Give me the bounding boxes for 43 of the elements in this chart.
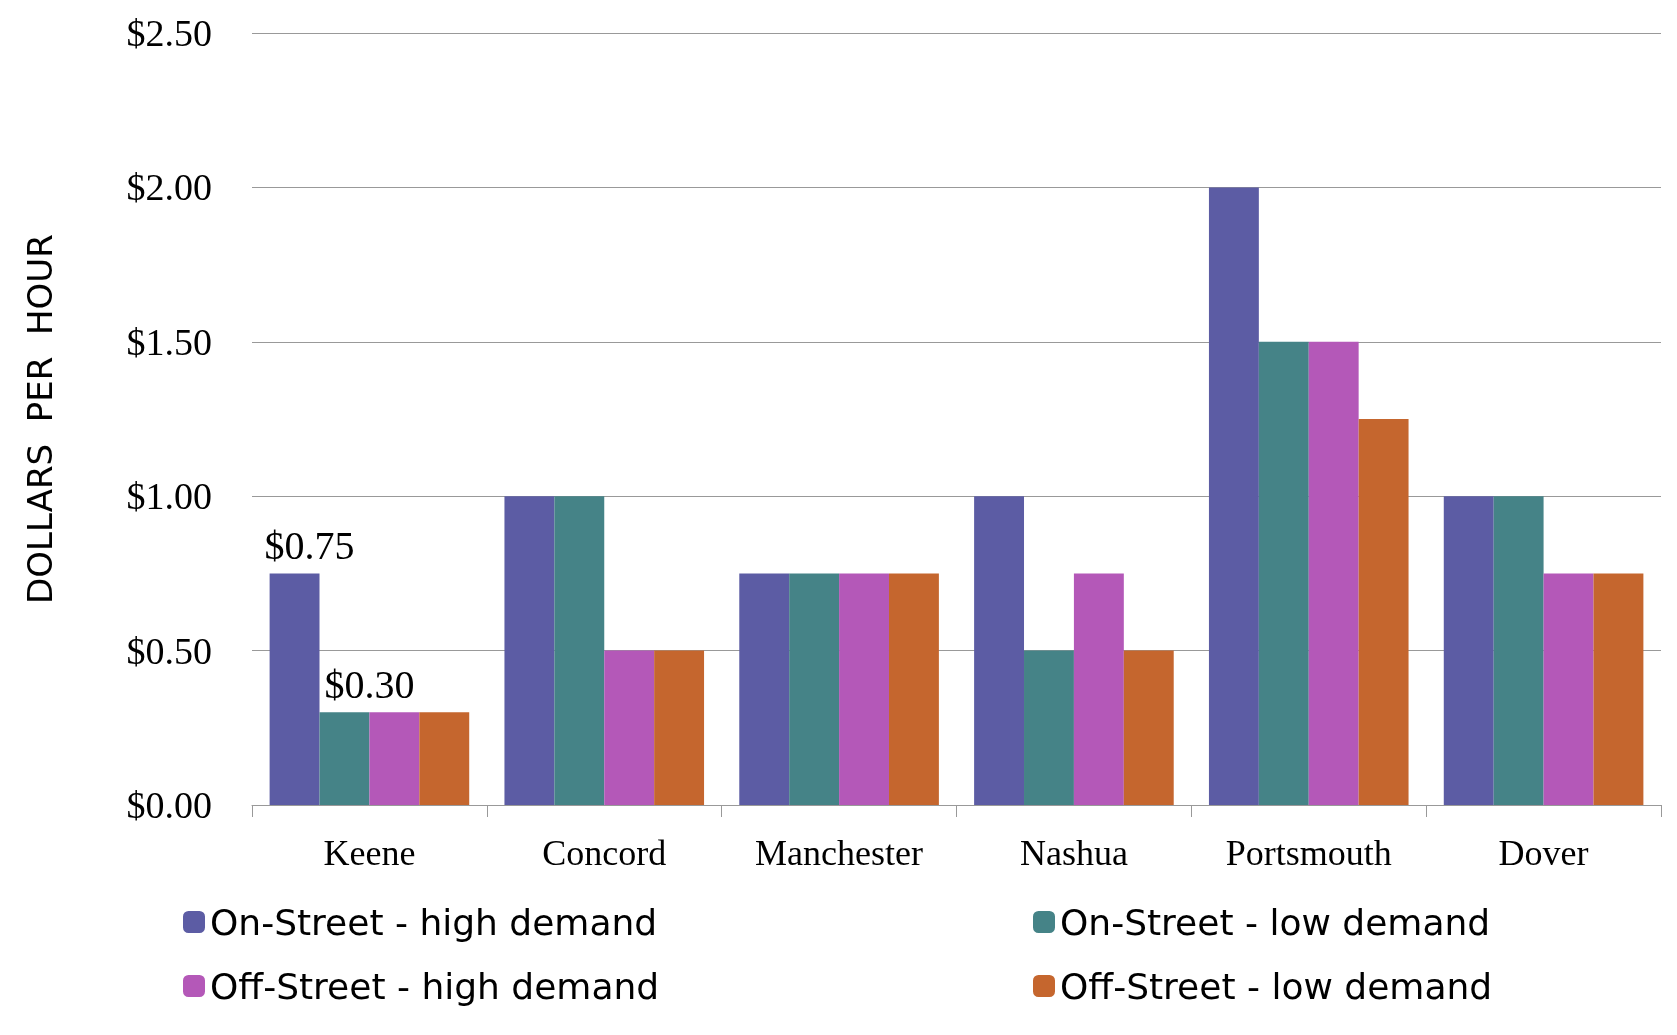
bar xyxy=(1358,419,1409,805)
y-tick-label: $1.00 xyxy=(126,475,212,518)
bar xyxy=(1258,341,1309,805)
legend-label: On-Street - high demand xyxy=(210,901,658,943)
bar xyxy=(654,650,705,805)
x-tick-label: Dover xyxy=(1498,833,1589,873)
legend-label: On-Street - low demand xyxy=(1060,901,1491,943)
bar xyxy=(1208,187,1259,805)
legend-label: Off-Street - high demand xyxy=(210,965,660,1007)
bar xyxy=(1493,496,1544,805)
bar xyxy=(1593,573,1644,805)
bar xyxy=(888,573,939,805)
y-tick-label: $1.50 xyxy=(126,320,212,363)
annotation: $0.30 xyxy=(324,661,415,707)
bar xyxy=(974,496,1025,805)
y-tick-label: $2.50 xyxy=(126,12,212,54)
x-tick-label: Portsmouth xyxy=(1225,833,1392,873)
bar xyxy=(504,496,555,805)
bar xyxy=(1024,650,1074,805)
bar xyxy=(789,573,840,805)
bar xyxy=(1543,573,1594,805)
y-tick-label: $0.50 xyxy=(126,629,212,672)
bar xyxy=(739,573,790,805)
x-tick-label: Manchester xyxy=(755,833,924,873)
bar xyxy=(1443,496,1494,805)
bar xyxy=(319,712,370,805)
annotation: $0.75 xyxy=(264,522,355,568)
y-axis-title: DOLLARS PER HOUR xyxy=(20,234,60,604)
x-tick-label: Nashua xyxy=(1019,833,1128,873)
bar xyxy=(419,712,470,805)
bar xyxy=(269,573,320,805)
bar xyxy=(604,650,655,805)
bar xyxy=(369,712,420,805)
y-tick-label: $0.00 xyxy=(126,784,212,826)
bar xyxy=(1073,573,1124,805)
bar xyxy=(839,573,889,805)
legend-label: Off-Street - low demand xyxy=(1060,965,1493,1007)
bar xyxy=(1123,650,1174,805)
y-tick-label: $2.00 xyxy=(126,166,212,209)
bar xyxy=(554,496,605,805)
x-tick-label: Keene xyxy=(323,833,416,873)
bar xyxy=(1308,341,1359,805)
x-tick-label: Concord xyxy=(542,833,667,873)
